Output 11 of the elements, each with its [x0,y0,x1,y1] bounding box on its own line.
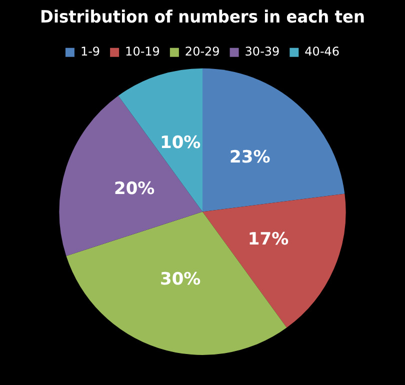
data-label: 30% [160,269,201,290]
data-label: 20% [114,178,155,199]
chart-title: Distribution of numbers in each ten [40,7,365,27]
data-label: 17% [248,230,289,250]
data-label: 10% [160,132,201,153]
legend-label: 40-46 [304,44,340,59]
legend-label: 1-9 [80,44,100,59]
legend-label: 30-39 [244,44,280,59]
data-label: 23% [230,147,270,168]
legend-label: 10-19 [125,44,160,59]
legend-label: 20-29 [184,44,220,59]
